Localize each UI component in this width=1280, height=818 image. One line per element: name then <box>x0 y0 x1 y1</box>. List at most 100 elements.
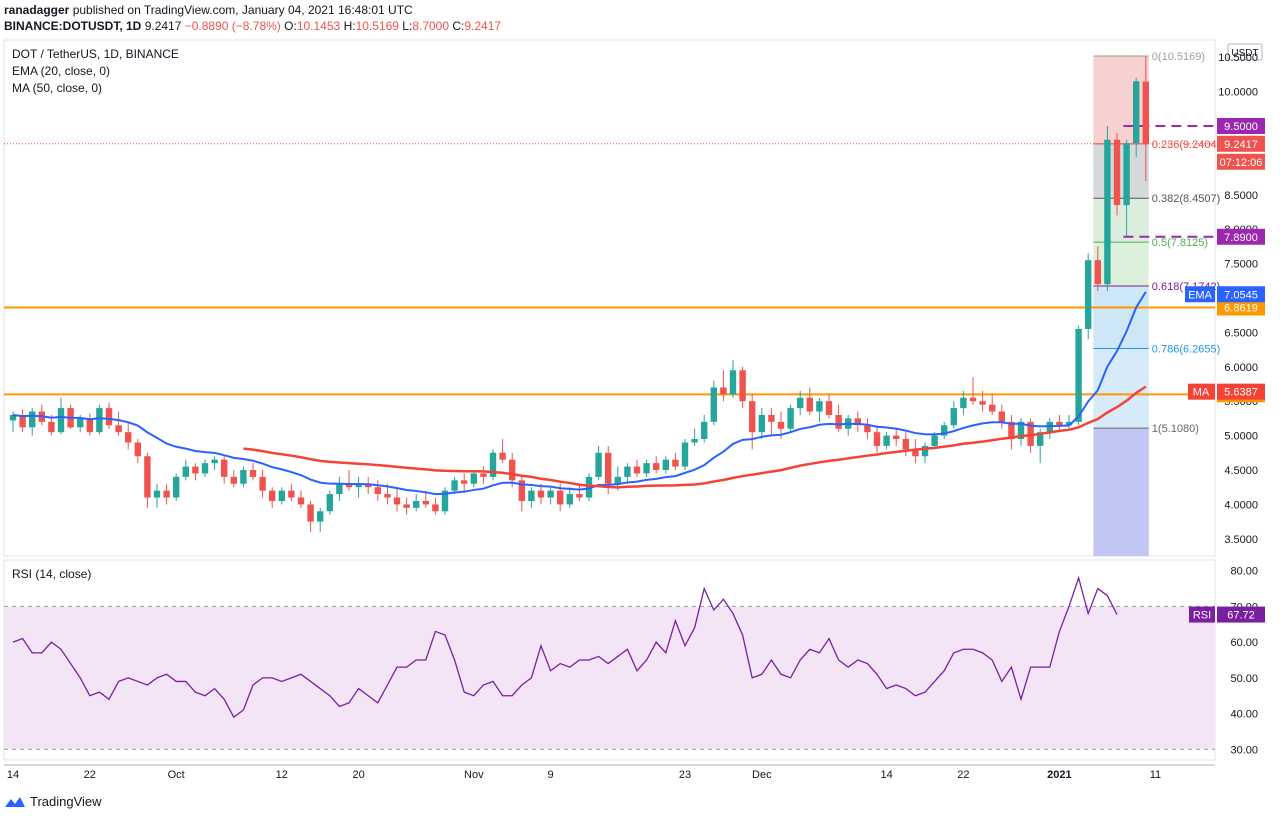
candle-body <box>557 490 564 505</box>
candle-body <box>902 439 909 450</box>
current-price-tag: 9.2417 <box>1224 139 1258 151</box>
time-tick-label: 11 <box>1150 769 1161 781</box>
candle-body <box>768 414 775 422</box>
candle-body <box>489 452 497 477</box>
price-tick-label: 7.5000 <box>1224 259 1258 271</box>
rsi-label-bg <box>1189 606 1215 623</box>
candle-body <box>1056 421 1063 426</box>
price-tick-label: 3.5000 <box>1224 534 1258 546</box>
candle-body <box>278 490 285 501</box>
candle-body <box>153 490 161 498</box>
time-tick-label: 14 <box>7 769 19 781</box>
candle-body <box>931 435 938 446</box>
candle-body <box>105 408 113 426</box>
candle-body <box>816 401 823 412</box>
candle-body <box>950 408 957 426</box>
candle-body <box>883 435 890 446</box>
candle-body <box>624 466 631 477</box>
candle-body <box>941 425 948 436</box>
time-tick-label: 2021 <box>1047 769 1071 781</box>
candle-body <box>806 397 813 412</box>
candle-body <box>998 411 1005 422</box>
candle-body <box>1075 328 1082 422</box>
fib-level-label: 1(5.1080) <box>1152 423 1199 435</box>
candle-body <box>864 425 871 433</box>
candle-body <box>873 432 881 446</box>
candle-body <box>989 404 996 412</box>
candle-body <box>653 463 660 470</box>
ema-line <box>12 291 1147 496</box>
low-label: L: <box>402 19 413 33</box>
candle-body <box>192 466 199 474</box>
ma-line <box>243 385 1147 489</box>
candle-body <box>201 463 209 474</box>
fib-zone <box>1093 198 1149 243</box>
candle-body <box>595 452 602 477</box>
author[interactable]: ranadagger <box>4 3 70 17</box>
candle-body <box>1037 432 1044 446</box>
candle-body <box>115 425 122 433</box>
candle-body <box>739 370 746 402</box>
candle-body <box>1008 421 1015 440</box>
legend-ma: MA (50, close, 0) <box>12 81 103 95</box>
fib-zone <box>1093 242 1149 287</box>
ema-value-tag: 7.0545 <box>1224 289 1258 301</box>
level-tag: 6.8619 <box>1224 303 1258 315</box>
candle-body <box>345 483 353 488</box>
candle-body <box>528 490 535 501</box>
candle-body <box>960 397 967 409</box>
candle-body <box>681 442 689 467</box>
level-tag-bg <box>1217 299 1265 316</box>
price-tick-label: 6.5000 <box>1224 327 1258 339</box>
time-tick-label: 12 <box>276 769 288 781</box>
candle-body <box>240 470 247 484</box>
candle-body <box>633 466 641 474</box>
price-tick-label: 8.5000 <box>1224 190 1258 202</box>
close-label: C: <box>452 19 465 33</box>
candle-body <box>566 494 573 505</box>
countdown-tag: 07:12:06 <box>1220 157 1263 169</box>
high-label: H: <box>343 19 356 33</box>
price-change: −0.8890 (−8.78%) <box>184 19 281 33</box>
level-tag-bg <box>1217 118 1265 134</box>
fib-level-label: 0.382(8.4507) <box>1152 193 1221 205</box>
ema-value-tag-bg <box>1217 286 1265 303</box>
fib-zone <box>1093 286 1149 349</box>
rsi-line <box>12 575 1118 719</box>
fib-zone <box>1093 428 1149 556</box>
legend-ema: EMA (20, close, 0) <box>12 64 111 78</box>
countdown-tag-bg <box>1217 153 1265 170</box>
rsi-tick-label: 40.00 <box>1230 709 1258 721</box>
candle-body <box>691 439 698 443</box>
ma-value-tag-bg <box>1217 383 1265 400</box>
rsi-tick-label: 80.00 <box>1230 566 1258 578</box>
fib-level-label: 0.236(9.2404) <box>1152 139 1221 151</box>
candle-body <box>979 401 986 405</box>
rsi-tick-label: 60.00 <box>1230 637 1258 649</box>
candle-body <box>1027 421 1034 446</box>
time-tick-label: 14 <box>880 769 892 781</box>
candle-body <box>758 414 765 433</box>
candle-body <box>86 418 93 433</box>
time-tick-label: 9 <box>548 769 554 781</box>
candle-body <box>355 483 362 488</box>
time-tick-label: 23 <box>679 769 691 781</box>
level-tag: 7.8900 <box>1224 232 1258 244</box>
candle-body <box>288 490 295 498</box>
candle-body <box>825 401 833 415</box>
candle-body <box>413 500 420 508</box>
candle-body <box>749 401 756 433</box>
candle-body <box>672 459 679 467</box>
candle-body <box>969 397 977 402</box>
candle-body <box>249 470 257 477</box>
candle-body <box>1104 139 1111 285</box>
fib-zone <box>1093 56 1149 144</box>
candle-body <box>787 408 794 429</box>
rsi-label: RSI <box>1193 610 1211 622</box>
symbol-label: BINANCE:DOTUSDT, 1D <box>4 19 142 33</box>
candle-body <box>259 476 266 491</box>
candle-body <box>701 421 708 440</box>
candle-body <box>854 418 861 426</box>
open-label: O: <box>284 19 297 33</box>
